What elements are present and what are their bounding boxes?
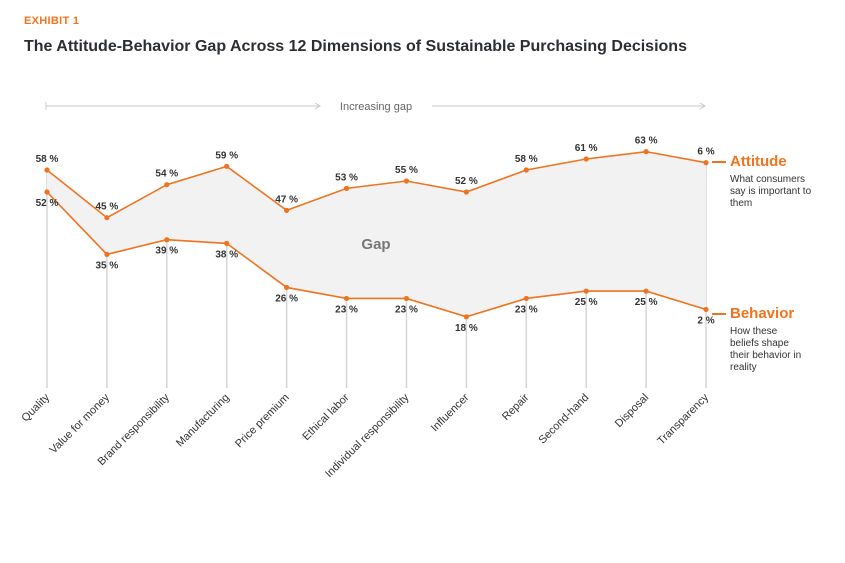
- behavior-point-9: [583, 288, 589, 294]
- behavior-value-label-2: 39 %: [155, 246, 178, 257]
- legend-behavior-description: How these beliefs shape their behavior i…: [730, 326, 802, 373]
- attitude-line: [46, 150, 707, 219]
- category-label-0: Quality: [19, 391, 52, 424]
- behavior-point-2: [164, 237, 170, 243]
- behavior-value-label-0: 52 %: [36, 198, 59, 209]
- behavior-point-4: [284, 284, 290, 291]
- behavior-value-label-4: 26 %: [275, 293, 298, 304]
- attitude-point-0: [44, 167, 50, 173]
- behavior-value-label-7: 18 %: [455, 323, 478, 334]
- behavior-point-6: [403, 295, 410, 302]
- attitude-value-label-3: 59 %: [215, 150, 238, 161]
- attitude-value-label-9: 61 %: [575, 143, 598, 154]
- behavior-point-1: [104, 251, 110, 258]
- behavior-value-label-3: 38 %: [215, 249, 238, 260]
- behavior-value-label-11: 2 %: [697, 315, 714, 326]
- attitude-value-label-2: 54 %: [155, 169, 178, 180]
- attitude-point-5: [343, 185, 350, 191]
- attitude-point-2: [164, 182, 170, 188]
- chart-title: The Attitude-Behavior Gap Across 12 Dime…: [24, 38, 687, 55]
- attitude-point-11: [703, 160, 709, 166]
- behavior-point-10: [643, 288, 649, 294]
- attitude-point-10: [643, 149, 649, 155]
- behavior-point-0: [44, 189, 50, 195]
- attitude-value-label-10: 63 %: [635, 136, 658, 147]
- category-label-10: Disposal: [613, 392, 651, 430]
- attitude-value-label-5: 53 %: [335, 172, 358, 183]
- arrow-head-left: [314, 102, 321, 110]
- category-label-1: Value for money: [47, 391, 112, 456]
- attitude-value-label-7: 52 %: [455, 176, 478, 187]
- behavior-value-label-9: 25 %: [575, 297, 598, 308]
- attitude-point-6: [403, 178, 410, 184]
- behavior-point-3: [224, 240, 230, 246]
- behavior-value-label-5: 23 %: [335, 304, 358, 315]
- category-label-5: Ethical labor: [300, 391, 352, 443]
- gap-label: Gap: [361, 236, 390, 253]
- attitude-point-7: [463, 189, 469, 195]
- attitude-value-label-11: 6 %: [697, 147, 714, 158]
- category-label-8: Repair: [500, 391, 532, 423]
- attitude-value-label-1: 45 %: [96, 202, 119, 213]
- legend-attitude-title: Attitude: [730, 153, 787, 170]
- arrow-head-right: [699, 102, 706, 110]
- attitude-value-label-0: 58 %: [36, 154, 59, 165]
- attitude-point-3: [224, 163, 230, 169]
- legend-attitude-description: What consumers say is important to them: [730, 174, 812, 209]
- behavior-value-label-10: 25 %: [635, 297, 658, 308]
- gap-area: [47, 151, 706, 317]
- behavior-point-8: [523, 295, 529, 302]
- category-label-3: Manufacturing: [174, 392, 232, 450]
- behavior-point-7: [463, 314, 469, 320]
- behavior-value-label-1: 35 %: [96, 260, 119, 271]
- attitude-point-4: [284, 207, 290, 213]
- legend-behavior-title: Behavior: [730, 305, 795, 322]
- behavior-line: [46, 191, 707, 318]
- category-label-4: Price premium: [233, 392, 292, 451]
- increasing-gap-arrow: Increasing gap: [45, 101, 706, 113]
- behavior-value-label-8: 23 %: [515, 304, 538, 315]
- behavior-point-11: [703, 306, 709, 313]
- attitude-point-1: [104, 215, 110, 221]
- attitude-point-9: [583, 156, 589, 162]
- behavior-value-label-6: 23 %: [395, 304, 418, 315]
- category-label-7: Influencer: [429, 391, 472, 434]
- behavior-point-5: [343, 295, 350, 302]
- attitude-value-label-8: 58 %: [515, 154, 538, 165]
- attitude-point-8: [523, 167, 529, 173]
- attitude-value-label-6: 55 %: [395, 165, 418, 176]
- exhibit-label: EXHIBIT 1: [24, 15, 80, 27]
- attitude-value-label-4: 47 %: [275, 194, 298, 205]
- category-label-11: Transparency: [655, 391, 711, 447]
- increasing-gap-label: Increasing gap: [340, 101, 412, 113]
- category-label-9: Second-hand: [537, 392, 592, 447]
